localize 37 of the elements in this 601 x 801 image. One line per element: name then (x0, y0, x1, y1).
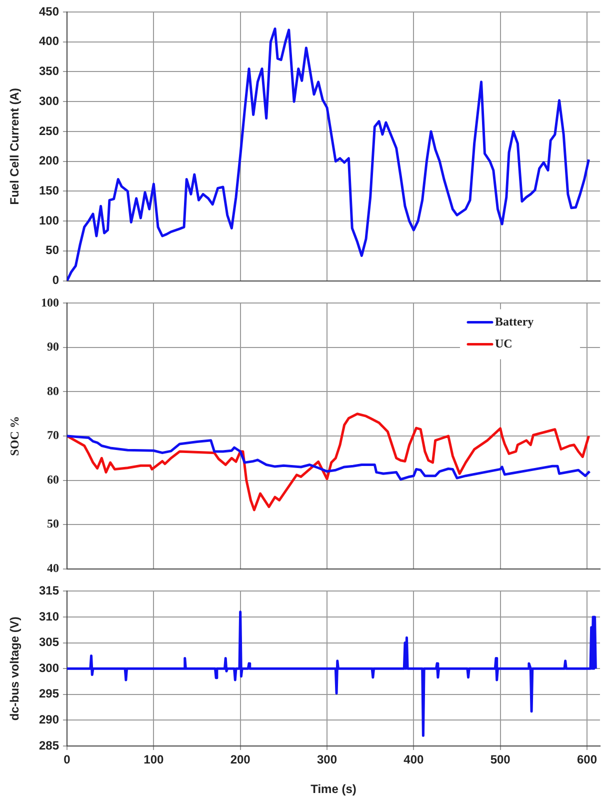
y-tick-label: 400 (38, 34, 60, 48)
x-axis-title: Time (s) (310, 782, 356, 796)
y-tick-label: 300 (38, 660, 60, 675)
y-tick-label: 305 (38, 635, 60, 650)
y-tick-label: 285 (38, 738, 60, 752)
y-tick-label: 90 (47, 340, 59, 354)
y-tick-label: 310 (38, 609, 60, 624)
y-axis-title: Fuel Cell Current (A) (8, 88, 22, 205)
y-tick-label: 150 (38, 184, 60, 198)
y-tick-label: 50 (47, 516, 59, 531)
x-tick-label: 400 (404, 752, 424, 767)
x-tick-label: 100 (144, 752, 164, 767)
y-tick-label: 70 (47, 428, 59, 442)
y-tick-label: 100 (41, 295, 59, 310)
y-tick-label: 450 (38, 4, 60, 18)
y-tick-label: 250 (38, 124, 60, 138)
y-tick-label: 80 (47, 384, 59, 398)
x-tick-label: 300 (316, 752, 338, 767)
y-tick-label: 60 (47, 472, 59, 486)
y-tick-label: 200 (38, 154, 60, 168)
legend-label: UC (495, 336, 512, 350)
y-tick-label: 0 (52, 273, 60, 288)
x-tick-label: 200 (230, 752, 251, 767)
x-tick-label: 600 (576, 752, 598, 767)
y-tick-label: 350 (38, 64, 60, 78)
x-tick-label: 0 (64, 752, 71, 767)
legend-label: Battery (495, 314, 534, 328)
y-tick-label: 290 (38, 712, 60, 727)
y-tick-label: 40 (47, 560, 59, 575)
y-tick-label: 315 (38, 584, 60, 598)
y-tick-label: 295 (38, 686, 60, 701)
y-axis-title: dc-bus voltage (V) (8, 616, 22, 721)
y-axis-title: SOC % (7, 416, 22, 456)
y-tick-label: 50 (46, 243, 60, 258)
x-tick-label: 500 (490, 752, 511, 767)
y-tick-label: 100 (38, 213, 60, 228)
y-tick-label: 300 (38, 94, 60, 108)
